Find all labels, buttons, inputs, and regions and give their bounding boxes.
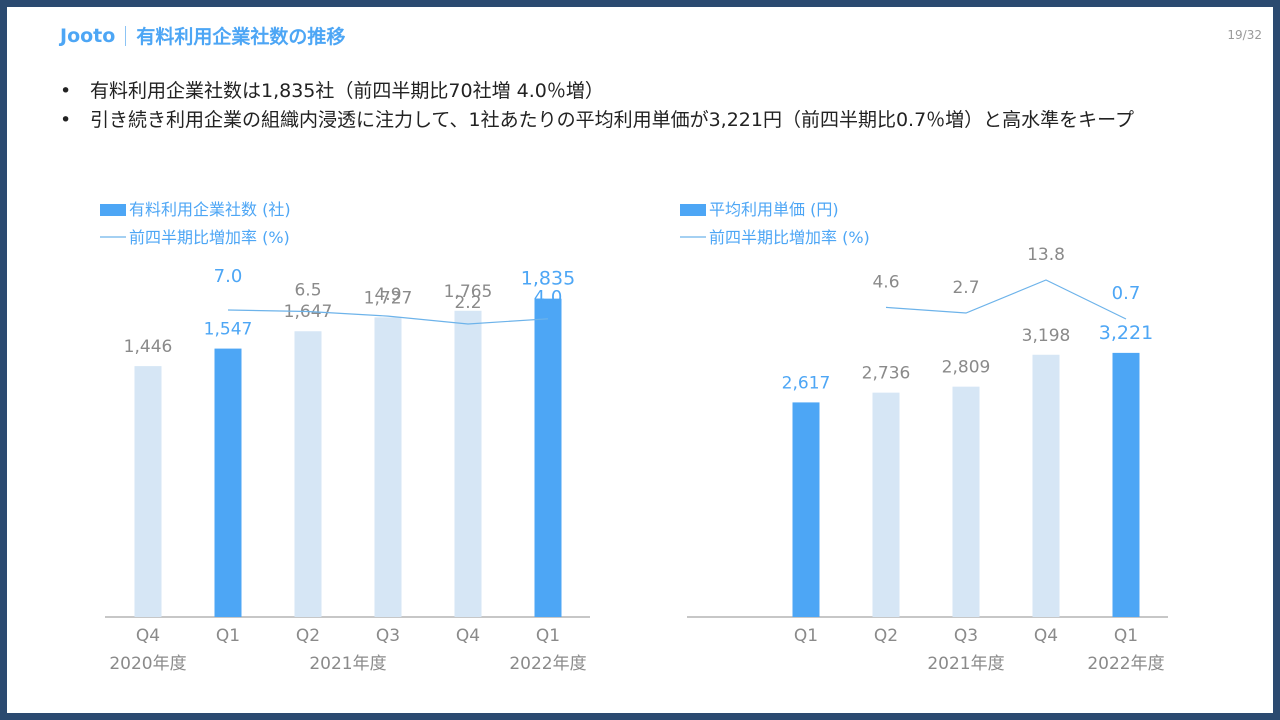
year-label: 2020年度 [109, 654, 186, 674]
growth-rate-label: 7.0 [214, 266, 243, 287]
x-tick-label: Q1 [1114, 626, 1138, 646]
bar-value-label: 2,736 [862, 364, 911, 384]
unit-price-chart: 平均利用単価 (円) 前四半期比増加率 (%) 2,617 2,736 2,809 3,1… [675, 185, 1185, 685]
slide-header: Jooto 有料利用企業社数の推移 [60, 22, 345, 49]
bullet-text: 有料利用企業社数は1,835社（前四半期比70社増 4.0％増） [90, 80, 604, 102]
x-tick-label: Q1 [536, 626, 560, 646]
growth-rate-label: 2.2 [454, 293, 481, 313]
bar-value-label: 1,446 [124, 337, 173, 357]
x-tick-label: Q4 [1034, 626, 1058, 646]
x-tick-label: Q4 [456, 626, 480, 646]
x-tick-label: Q1 [794, 626, 818, 646]
bar-value-label: 3,221 [1099, 322, 1153, 344]
bar [534, 298, 562, 617]
x-tick-label: Q3 [954, 626, 978, 646]
bar [454, 310, 482, 617]
growth-rate-label: 6.5 [294, 280, 321, 300]
legend-bar-label: 有料利用企業社数 (社) [129, 200, 291, 219]
legend-line-label: 前四半期比増加率 (%) [129, 228, 290, 247]
x-tick-label: Q1 [216, 626, 240, 646]
growth-rate-label: 4.6 [872, 272, 899, 292]
growth-rate-label: 0.7 [1112, 283, 1141, 304]
growth-rate-line [885, 279, 1127, 320]
bar [1032, 354, 1060, 617]
bullet-item: • 有料利用企業社数は1,835社（前四半期比70社増 4.0％増） [60, 78, 1200, 105]
bar-value-label: 1,727 [364, 288, 413, 308]
bullet-item: • 引き続き利用企業の組織内浸透に注力して、1社あたりの平均利用単価が3,221円… [60, 107, 1200, 134]
bullet-dot: • [60, 80, 72, 102]
legend-bar-swatch [100, 204, 126, 216]
growth-rate-line [227, 309, 549, 325]
bar-value-label: 1,647 [284, 302, 333, 322]
bar [214, 348, 242, 617]
bar-value-label: 1,835 [521, 268, 575, 290]
x-tick-label: Q3 [376, 626, 400, 646]
bar [792, 402, 820, 617]
growth-rate-label: 13.8 [1027, 245, 1065, 265]
bullet-dot: • [60, 109, 72, 131]
bar [952, 386, 980, 617]
year-label: 2021年度 [309, 654, 386, 674]
bar [872, 392, 900, 617]
year-label: 2022年度 [509, 654, 586, 674]
growth-rate-label: 4.9 [374, 285, 401, 305]
bar [134, 366, 162, 617]
growth-rate-label: 2.7 [952, 278, 979, 298]
bar [374, 317, 402, 617]
unit-price-chart-svg: 平均利用単価 (円) 前四半期比増加率 (%) 2,617 2,736 2,809 3,1… [680, 200, 1168, 674]
bar-value-label: 2,809 [942, 358, 991, 378]
bar [294, 331, 322, 617]
x-tick-label: Q4 [136, 626, 160, 646]
page-number: 19/32 [1227, 28, 1262, 42]
bar-value-label: 1,547 [204, 320, 253, 340]
header-divider [125, 25, 127, 46]
legend-line-label: 前四半期比増加率 (%) [709, 228, 870, 247]
companies-chart: 有料利用企業社数 (社) 前四半期比増加率 (%) 1,446 1,547 1,647 1… [95, 185, 605, 685]
year-label: 2021年度 [927, 654, 1004, 674]
bar-value-label: 1,765 [444, 282, 493, 302]
growth-rate-label: 4.0 [534, 287, 563, 308]
year-label: 2022年度 [1087, 654, 1164, 674]
brand-logo-text: Jooto [60, 24, 116, 47]
x-tick-label: Q2 [296, 626, 320, 646]
slide-title: 有料利用企業社数の推移 [136, 26, 346, 48]
bar-value-label: 3,198 [1022, 326, 1071, 346]
bar-value-label: 2,617 [782, 373, 831, 393]
legend-bar-label: 平均利用単価 (円) [709, 200, 839, 219]
legend-bar-swatch [680, 204, 706, 216]
bullet-text: 引き続き利用企業の組織内浸透に注力して、1社あたりの平均利用単価が3,221円（… [90, 109, 1135, 131]
companies-chart-svg: 有料利用企業社数 (社) 前四半期比増加率 (%) 1,446 1,547 1,647 1… [100, 200, 590, 674]
x-tick-label: Q2 [874, 626, 898, 646]
bullet-list: • 有料利用企業社数は1,835社（前四半期比70社増 4.0％増） • 引き続き利… [60, 78, 1200, 136]
bar [1112, 352, 1140, 617]
